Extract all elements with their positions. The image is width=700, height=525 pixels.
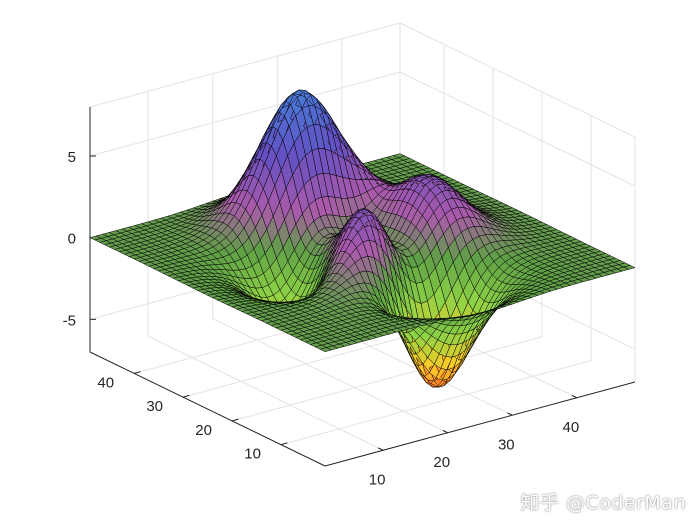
x-tick-label: 20	[433, 454, 450, 471]
z-tick-label: 0	[68, 231, 76, 248]
y-tick-label: 40	[97, 374, 114, 391]
z-tick-labels: -5 0 5	[63, 149, 76, 329]
z-tick-label: -5	[63, 312, 76, 329]
surface-face	[623, 265, 636, 270]
axes-lines	[89, 107, 636, 467]
x-tick-label: 10	[369, 471, 386, 488]
watermark: 知乎 @CoderMan	[520, 492, 686, 514]
y-tick-label: 20	[195, 422, 212, 439]
x-tick-labels: 10 20 30 40	[369, 419, 579, 489]
y-tick-label: 30	[146, 398, 163, 415]
x-tick-label: 30	[498, 436, 515, 453]
y-tick-label: 10	[244, 446, 261, 463]
x-tick-label: 40	[563, 419, 580, 436]
y-tick-labels: 10 20 30 40	[97, 374, 261, 462]
z-tick-label: 5	[68, 149, 76, 166]
surface-mesh	[89, 89, 636, 388]
